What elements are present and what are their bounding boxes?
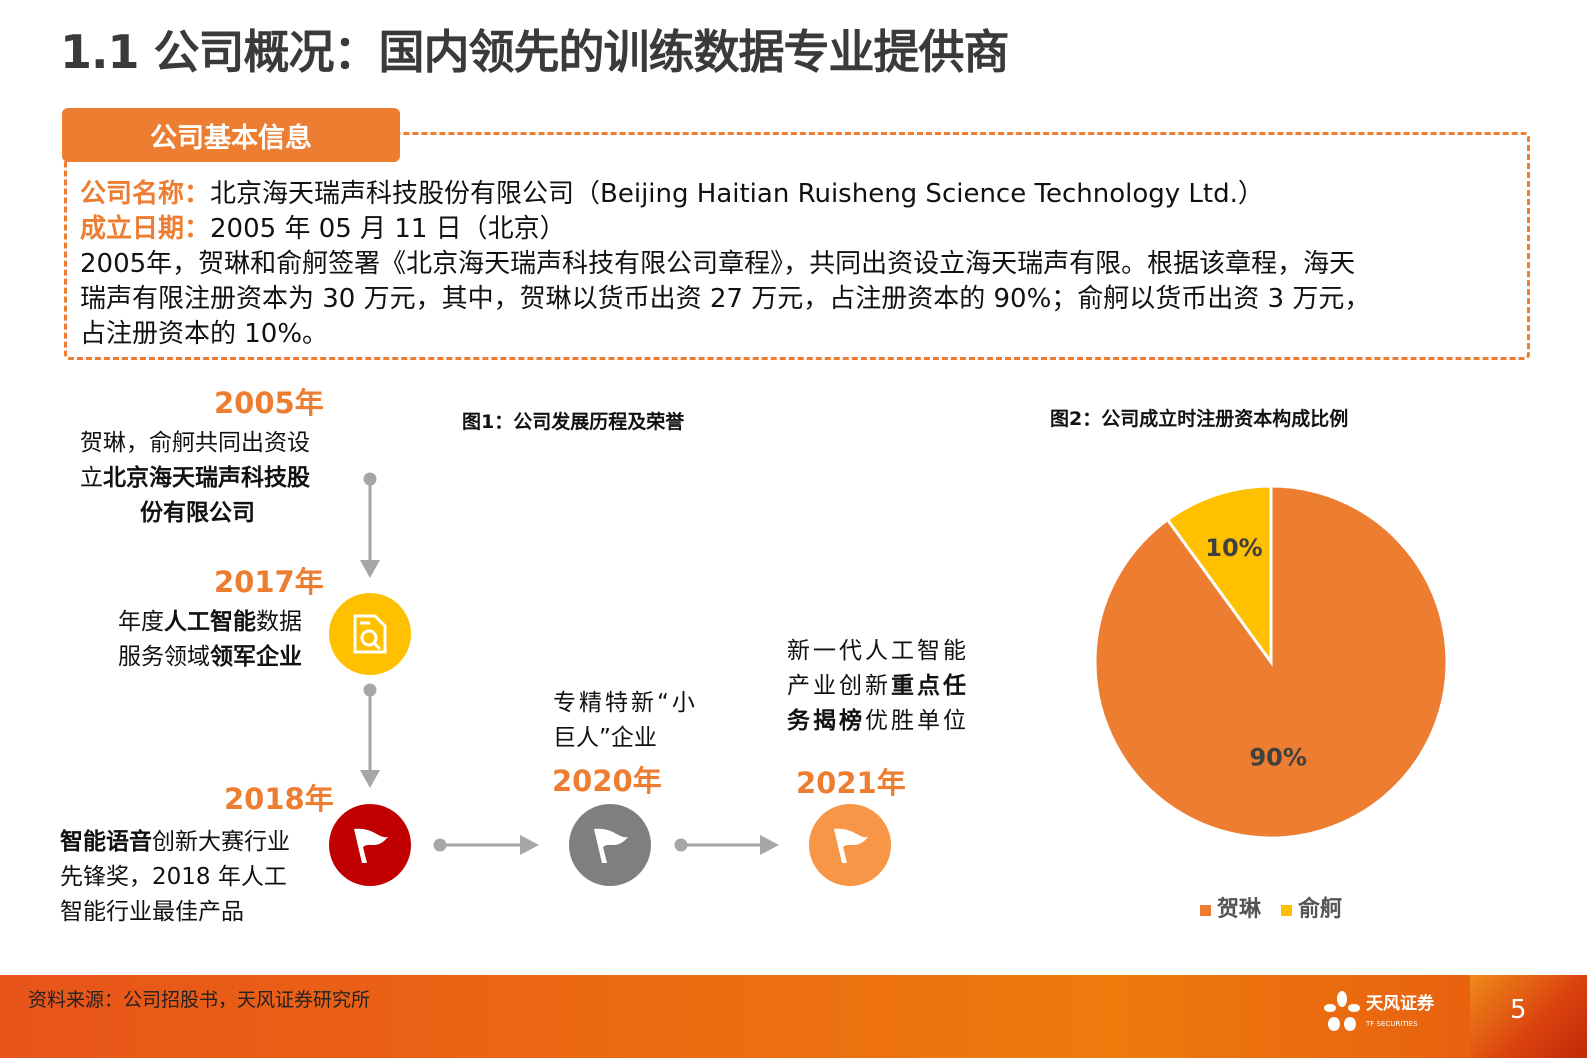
page-number: 5 <box>1510 995 1527 1025</box>
footer-bar <box>0 975 1587 1058</box>
text: 优胜单位 <box>865 708 969 734</box>
legend-label: 贺琳 <box>1217 897 1262 922</box>
legend-label: 俞舸 <box>1298 897 1343 922</box>
logo-subtext: TF SECURITIES <box>1366 1020 1418 1028</box>
date-value: 2005 年 05 月 11 日（北京） <box>210 214 566 244</box>
desc-2005: 贺琳，俞舸共同出资设 立北京海天瑞声科技股 份有限公司 <box>80 426 310 531</box>
pie-slice-贺琳 <box>1093 484 1449 840</box>
desc-line: 先锋奖，2018 年人工 <box>60 864 287 890</box>
year-2021: 2021年 <box>796 766 906 800</box>
logo-text: 天风证券 <box>1366 994 1434 1014</box>
milestone-2017-circle <box>329 593 411 675</box>
page-title: 1.1 公司概况：国内领先的训练数据专业提供商 <box>60 25 1010 79</box>
flag-icon <box>834 828 868 863</box>
desc-line: 巨人”企业 <box>553 725 657 751</box>
text-bold: 务揭榜 <box>787 708 865 734</box>
name-label: 公司名称： <box>80 179 211 209</box>
info-tab: 公司基本信息 <box>62 108 400 162</box>
milestone-2020-circle <box>569 804 651 886</box>
year-2018: 2018年 <box>224 782 334 816</box>
text: 创新大赛行业 <box>152 829 290 855</box>
desc-line: 新一代人工智能 <box>787 638 969 664</box>
desc-line: 产业创新重点任 <box>787 669 969 704</box>
desc-line: 智能语音创新大赛行业 <box>60 825 290 860</box>
desc-line: 专精特新“小 <box>553 690 698 716</box>
legend-swatch <box>1200 904 1211 916</box>
text-bold: 领军企业 <box>210 644 302 670</box>
desc-2021: 新一代人工智能 产业创新重点任 务揭榜优胜单位 <box>787 634 969 739</box>
document-search-icon <box>353 614 387 654</box>
founding-date-row: 成立日期：2005 年 05 月 11 日（北京） <box>80 213 566 246</box>
arrow-down-icon <box>360 683 380 788</box>
desc-line: 智能行业最佳产品 <box>60 899 244 925</box>
text: 立 <box>80 465 103 491</box>
pie-data-label: 90% <box>1249 744 1306 772</box>
legend-swatch <box>1281 904 1293 916</box>
desc-2020: 专精特新“小 巨人”企业 <box>553 686 698 756</box>
desc-line: 份有限公司 <box>140 500 255 526</box>
chart-legend: 贺琳 俞舸 <box>1200 896 1342 924</box>
text-bold: 智能语音 <box>60 829 152 855</box>
flag-icon <box>594 828 628 863</box>
arrow-right-icon <box>433 835 539 855</box>
milestone-2021-circle <box>809 804 891 886</box>
desc-line: 立北京海天瑞声科技股 <box>80 461 310 496</box>
desc-line: 贺琳，俞舸共同出资设 <box>80 430 310 456</box>
desc-line: 务揭榜优胜单位 <box>787 704 969 739</box>
text-bold: 北京海天瑞声科技股 <box>103 465 310 491</box>
info-line: 瑞声有限注册资本为 30 万元，其中，贺琳以货币出资 27 万元，占注册资本的 … <box>80 284 1371 314</box>
company-name-row: 公司名称：北京海天瑞声科技股份有限公司（Beijing Haitian Ruis… <box>80 178 1264 211</box>
info-line: 2005年，贺琳和俞舸签署《北京海天瑞声科技有限公司章程》，共同出资设立海天瑞声… <box>80 249 1356 279</box>
text: 产业创新 <box>787 673 891 699</box>
arrow-down-icon <box>360 472 380 578</box>
name-value: 北京海天瑞声科技股份有限公司（Beijing Haitian Ruisheng … <box>210 179 1264 209</box>
footer-decor <box>1470 975 1587 1058</box>
desc-line: 年度人工智能数据 <box>118 605 302 640</box>
text: 服务领域 <box>118 644 210 670</box>
text: 数据 <box>256 609 302 635</box>
text: 年度 <box>118 609 164 635</box>
tf-logo-icon <box>1324 991 1360 1031</box>
pie-slice-俞舸 <box>1165 484 1273 667</box>
date-label: 成立日期： <box>80 214 211 244</box>
desc-2017: 年度人工智能数据 服务领域领军企业 <box>118 605 302 675</box>
capital-pie-chart: 90% 10% <box>1093 484 1449 840</box>
desc-2018: 智能语音创新大赛行业 先锋奖，2018 年人工 智能行业最佳产品 <box>60 825 290 930</box>
arrow-right-icon <box>674 835 779 855</box>
flag-icon <box>354 828 388 863</box>
desc-line: 服务领域领军企业 <box>118 640 302 675</box>
info-line: 占注册资本的 10%。 <box>80 319 329 349</box>
year-2020: 2020年 <box>552 764 662 798</box>
text-bold: 重点任 <box>891 673 969 699</box>
pie-data-label: 10% <box>1205 534 1262 562</box>
milestone-2018-circle <box>329 804 411 886</box>
year-2017: 2017年 <box>214 565 324 599</box>
text-bold: 人工智能 <box>164 609 256 635</box>
figure1-title: 图1：公司发展历程及荣誉 <box>462 411 685 433</box>
source-note: 资料来源：公司招股书，天风证券研究所 <box>28 989 371 1011</box>
figure2-title: 图2：公司成立时注册资本构成比例 <box>1050 408 1349 430</box>
year-2005: 2005年 <box>214 386 324 420</box>
info-box <box>64 132 1530 360</box>
